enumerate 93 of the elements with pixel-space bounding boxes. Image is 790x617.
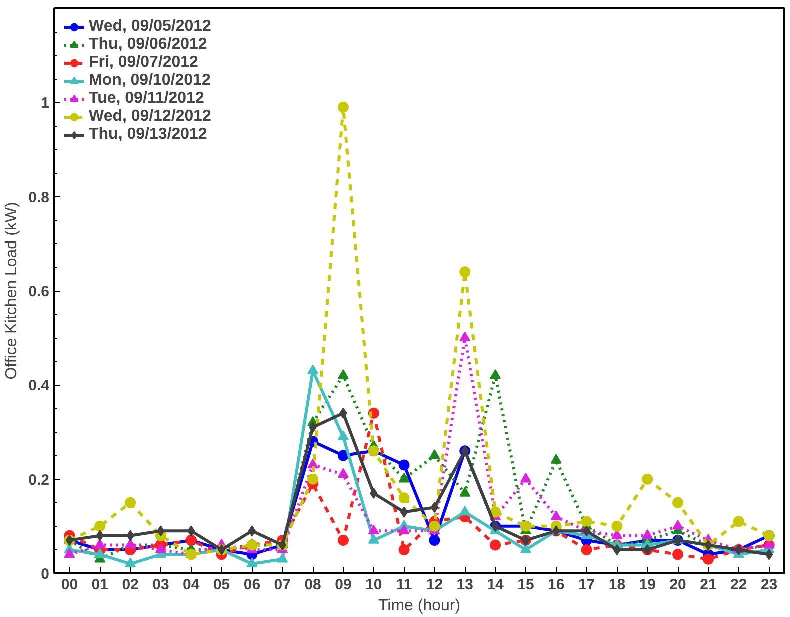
point [338, 430, 349, 440]
x-tick-label: 09 [335, 576, 352, 594]
point [460, 332, 471, 342]
point [429, 520, 440, 532]
y-tick-label: 0.6 [28, 284, 50, 300]
legend-label: Thu, 09/06/2012 [89, 36, 208, 54]
point [246, 558, 258, 568]
x-tick-label: 12 [426, 576, 444, 594]
point [642, 474, 654, 485]
x-tick-label: 11 [396, 576, 412, 594]
x-tick-label: 06 [244, 576, 261, 594]
point [672, 520, 684, 530]
x-tick-label: 20 [670, 576, 686, 594]
point [613, 544, 622, 556]
y-tick-label: 0 [41, 566, 50, 583]
point [429, 535, 440, 546]
x-tick-label: 10 [366, 576, 382, 594]
point [308, 474, 319, 485]
point [94, 538, 106, 549]
point [460, 487, 471, 497]
y-tick-label: 0.2 [28, 472, 50, 489]
x-tick-label: 05 [213, 576, 230, 594]
point [550, 454, 562, 464]
point [125, 558, 136, 568]
point [490, 506, 502, 518]
point [490, 540, 502, 551]
point [94, 520, 106, 532]
legend-label: Tue, 09/11/2012 [89, 90, 204, 108]
legend-label: Fri, 09/07/2012 [89, 54, 198, 72]
legend-label: Wed, 09/05/2012 [89, 18, 212, 36]
point [460, 506, 471, 516]
x-tick-label: 04 [183, 576, 200, 594]
x-axis-title: Time (hour) [378, 598, 461, 614]
point [460, 266, 471, 278]
legend-label: Wed, 09/12/2012 [89, 108, 212, 126]
point [338, 468, 349, 478]
x-tick-label: 14 [487, 576, 505, 594]
point [277, 553, 288, 563]
x-tick-label: 07 [274, 576, 291, 594]
x-tick-label: 21 [700, 576, 717, 594]
point [398, 544, 410, 556]
x-tick-label: 08 [304, 576, 322, 594]
x-tick-label: 13 [456, 576, 474, 594]
point [429, 450, 440, 460]
point [520, 473, 532, 483]
x-tick-label: 01 [92, 576, 108, 594]
point [582, 526, 591, 537]
point [248, 526, 256, 537]
point [398, 492, 410, 504]
x-tick-label: 22 [730, 576, 748, 594]
point [581, 516, 592, 528]
point [642, 530, 654, 540]
y-tick-label: 1 [41, 95, 50, 112]
point [368, 524, 380, 535]
point [94, 548, 106, 558]
point [64, 548, 76, 558]
point [430, 502, 439, 514]
x-tick-label: 18 [608, 576, 626, 594]
point [398, 460, 410, 471]
point [520, 544, 532, 554]
point [550, 510, 562, 520]
x-tick-label: 00 [61, 576, 78, 594]
x-tick-label: 16 [548, 576, 565, 594]
point [338, 102, 349, 113]
x-tick-label: 17 [578, 576, 596, 594]
point [400, 506, 408, 518]
point [398, 473, 410, 483]
x-tick-label: 02 [122, 576, 139, 594]
point [672, 549, 684, 560]
x-tick-label: 23 [760, 576, 778, 594]
point [612, 520, 623, 532]
x-tick-label: 19 [639, 576, 656, 594]
point [490, 369, 502, 380]
point [338, 450, 349, 462]
point [672, 497, 684, 508]
x-tick-label: 15 [518, 576, 534, 594]
point [733, 516, 744, 528]
point [368, 534, 380, 544]
legend-label: Mon, 09/10/2012 [89, 72, 211, 90]
point [765, 549, 774, 560]
point [581, 544, 592, 556]
point [702, 554, 714, 565]
point [308, 364, 319, 374]
point [338, 535, 349, 546]
y-tick-label: 0.8 [28, 189, 50, 206]
y-tick-label: 0.4 [28, 378, 50, 395]
y-axis-title: Office Kitchen Load (kW) [4, 202, 21, 380]
point [398, 524, 410, 535]
x-tick-label: 03 [152, 576, 170, 594]
point [125, 497, 136, 508]
legend-label: Thu, 09/13/2012 [89, 126, 208, 144]
point [155, 544, 166, 554]
point [338, 369, 349, 380]
